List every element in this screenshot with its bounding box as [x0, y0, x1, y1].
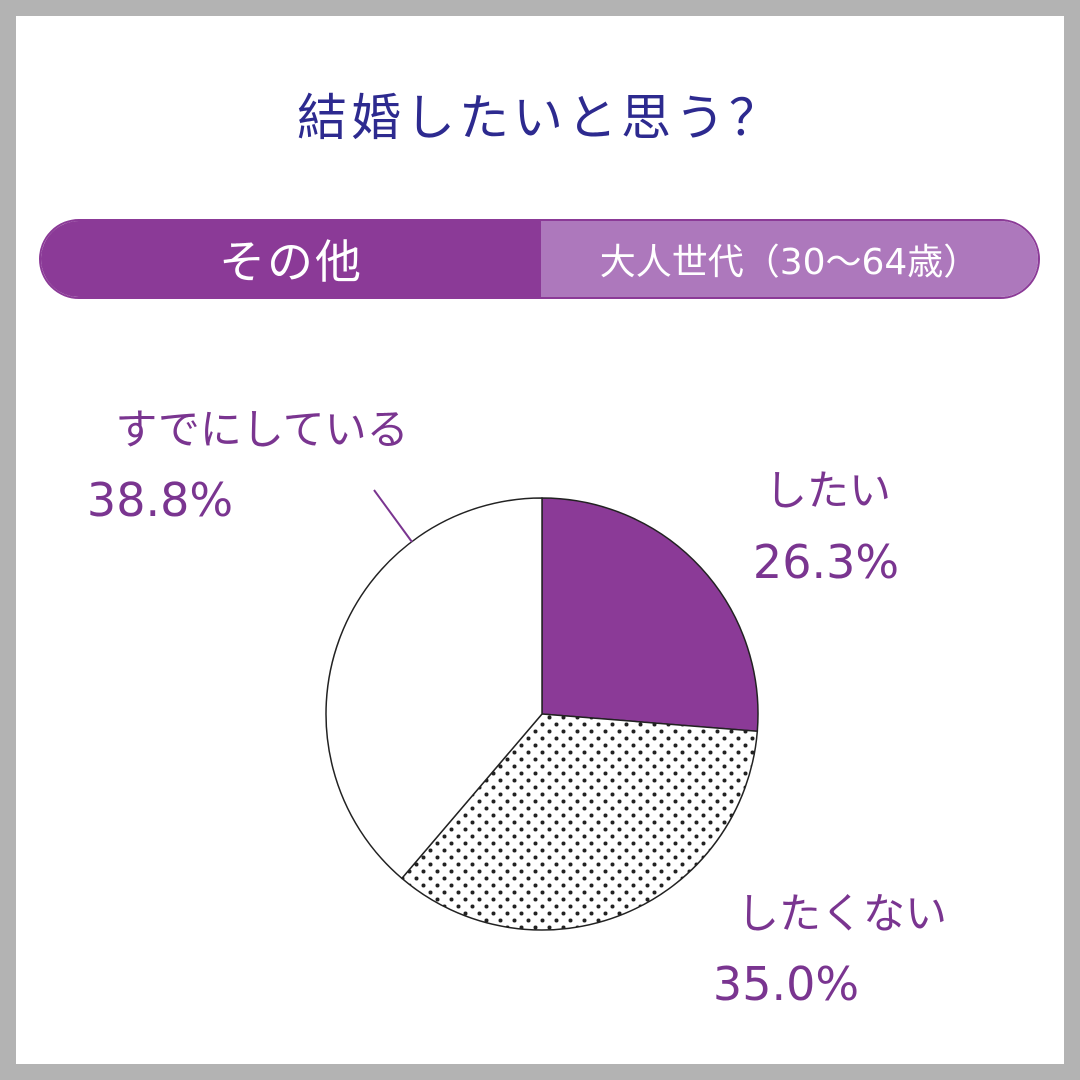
slice-value-sudeni: 38.8%: [87, 473, 233, 527]
segment-right-label: 大人世代（30〜64歳）: [541, 221, 1038, 297]
slice-value-shitakunai: 35.0%: [713, 957, 859, 1011]
slice-label-shitai: したい: [765, 466, 891, 515]
slice-label-shitakunai: したくない: [737, 889, 947, 938]
chart-title: 結婚したいと思う？: [297, 89, 783, 147]
slice-value-shitai: 26.3%: [753, 535, 899, 589]
leader-line-sudeni: [373, 489, 413, 543]
slice-label-sudeni: すでにしている: [115, 405, 408, 454]
pie-slice-shitakunai: [400, 713, 759, 931]
category-segment-bar: その他 大人世代（30〜64歳）: [39, 219, 1040, 299]
segment-left-label: その他: [41, 221, 541, 297]
pie-slice-shitai: [541, 497, 759, 733]
pie-slice-sudeni: [325, 497, 543, 880]
